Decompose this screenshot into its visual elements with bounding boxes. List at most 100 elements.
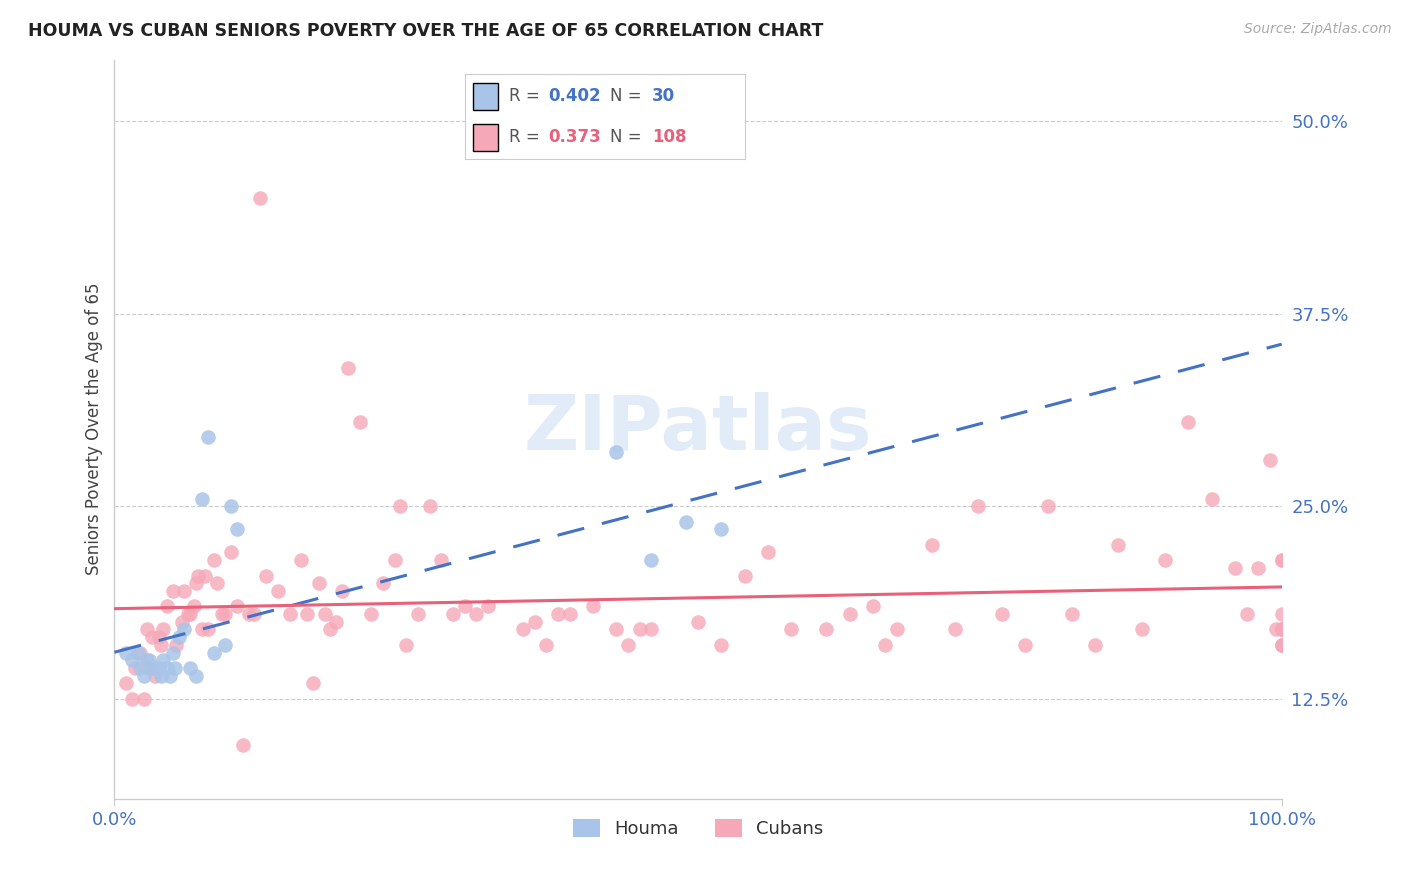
Point xyxy=(1154,553,1177,567)
Point xyxy=(184,668,207,682)
Point xyxy=(129,646,152,660)
Point xyxy=(173,623,195,637)
Point xyxy=(167,630,190,644)
Point xyxy=(226,522,249,536)
Point xyxy=(640,553,662,567)
Point xyxy=(226,599,249,614)
Text: Source: ZipAtlas.com: Source: ZipAtlas.com xyxy=(1244,22,1392,37)
Point xyxy=(295,607,318,621)
Point xyxy=(197,430,219,444)
Point xyxy=(219,545,242,559)
Point xyxy=(1177,415,1199,429)
Point xyxy=(187,568,209,582)
Point xyxy=(1223,561,1246,575)
Point xyxy=(1271,623,1294,637)
Point xyxy=(162,646,184,660)
Point xyxy=(148,661,170,675)
Point xyxy=(1271,623,1294,637)
Point xyxy=(325,615,347,629)
Point xyxy=(1060,607,1083,621)
Point xyxy=(512,623,534,637)
Point xyxy=(675,515,697,529)
Point xyxy=(1271,638,1294,652)
Point xyxy=(371,576,394,591)
Point xyxy=(249,191,271,205)
Point xyxy=(121,691,143,706)
Point xyxy=(232,738,254,752)
Point xyxy=(686,615,709,629)
Point xyxy=(453,599,475,614)
Point xyxy=(710,522,733,536)
Point xyxy=(267,583,290,598)
Point xyxy=(605,623,627,637)
Point xyxy=(921,538,943,552)
Point xyxy=(179,661,201,675)
Point xyxy=(1271,638,1294,652)
Point xyxy=(138,653,160,667)
Legend: Houma, Cubans: Houma, Cubans xyxy=(565,812,831,846)
Point xyxy=(395,638,418,652)
Point xyxy=(308,576,330,591)
Point xyxy=(1271,553,1294,567)
Point xyxy=(886,623,908,637)
Point xyxy=(202,553,225,567)
Point xyxy=(1236,607,1258,621)
Point xyxy=(183,599,205,614)
Point xyxy=(165,661,187,675)
Point xyxy=(184,576,207,591)
Point xyxy=(115,646,138,660)
Point xyxy=(1014,638,1036,652)
Point xyxy=(1271,623,1294,637)
Point xyxy=(943,623,966,637)
Point xyxy=(129,661,152,675)
Point xyxy=(143,661,166,675)
Point xyxy=(547,607,569,621)
Point xyxy=(177,607,200,621)
Point xyxy=(1107,538,1129,552)
Point xyxy=(121,653,143,667)
Point xyxy=(523,615,546,629)
Point xyxy=(617,638,640,652)
Point xyxy=(141,630,163,644)
Point xyxy=(582,599,605,614)
Point xyxy=(191,491,214,506)
Point xyxy=(152,623,174,637)
Point xyxy=(202,646,225,660)
Point xyxy=(179,607,201,621)
Point xyxy=(156,661,179,675)
Text: HOUMA VS CUBAN SENIORS POVERTY OVER THE AGE OF 65 CORRELATION CHART: HOUMA VS CUBAN SENIORS POVERTY OVER THE … xyxy=(28,22,824,40)
Point xyxy=(148,630,170,644)
Point xyxy=(194,568,217,582)
Point xyxy=(873,638,896,652)
Point xyxy=(211,607,233,621)
Point xyxy=(419,500,441,514)
Y-axis label: Seniors Poverty Over the Age of 65: Seniors Poverty Over the Age of 65 xyxy=(86,283,103,575)
Point xyxy=(1084,638,1107,652)
Point xyxy=(162,583,184,598)
Point xyxy=(640,623,662,637)
Point xyxy=(290,553,312,567)
Point xyxy=(205,576,228,591)
Point xyxy=(302,676,325,690)
Point xyxy=(124,661,146,675)
Point xyxy=(278,607,301,621)
Point xyxy=(159,668,181,682)
Point xyxy=(319,623,342,637)
Point xyxy=(143,668,166,682)
Point xyxy=(1271,553,1294,567)
Point xyxy=(838,607,860,621)
Point xyxy=(1247,561,1270,575)
Point xyxy=(477,599,499,614)
Point xyxy=(219,500,242,514)
Point xyxy=(558,607,581,621)
Point xyxy=(150,668,173,682)
Point xyxy=(1271,638,1294,652)
Point xyxy=(360,607,382,621)
Point xyxy=(628,623,651,637)
Point xyxy=(156,599,179,614)
Point xyxy=(384,553,406,567)
Point xyxy=(1271,623,1294,637)
Point xyxy=(132,668,155,682)
Point xyxy=(127,646,149,660)
Point xyxy=(1271,607,1294,621)
